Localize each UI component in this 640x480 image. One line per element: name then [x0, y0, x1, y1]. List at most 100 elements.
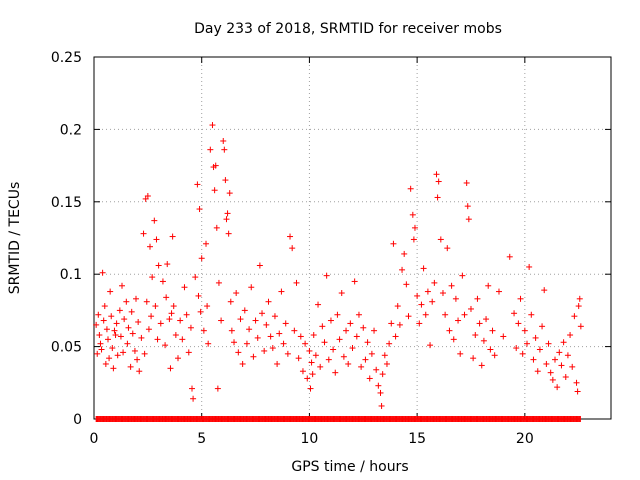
chart-title: Day 233 of 2018, SRMTID for receiver mob… [194, 21, 502, 37]
data-point [121, 316, 128, 323]
data-point [271, 313, 278, 320]
data-point [194, 181, 201, 188]
data-point [119, 282, 126, 289]
data-point [371, 327, 378, 334]
data-point [116, 307, 123, 314]
data-point [108, 313, 115, 320]
data-point [351, 278, 358, 285]
data-point [470, 355, 477, 362]
x-tick-label: 0 [90, 431, 99, 447]
data-point [444, 245, 451, 252]
data-point [467, 305, 474, 312]
data-point [243, 340, 250, 347]
x-tick-label: 20 [516, 431, 534, 447]
data-point [414, 292, 421, 299]
data-point [476, 320, 483, 327]
y-tick-label: 0.2 [60, 122, 82, 138]
data-point [144, 193, 151, 200]
data-point [204, 303, 211, 310]
data-point [269, 345, 276, 352]
data-point [254, 334, 261, 341]
data-point [309, 371, 316, 378]
data-point [551, 356, 558, 363]
data-point [203, 240, 210, 247]
data-point [536, 346, 543, 353]
data-point [189, 385, 196, 392]
data-point [304, 375, 311, 382]
data-point [152, 303, 159, 310]
data-point [306, 347, 313, 354]
data-point [211, 187, 218, 194]
data-point [366, 375, 373, 382]
data-point [120, 349, 127, 356]
data-point [291, 327, 298, 334]
data-point [256, 262, 263, 269]
data-point [407, 185, 414, 192]
data-point [556, 349, 563, 356]
data-point [418, 301, 425, 308]
data-point [495, 288, 502, 295]
data-point [433, 171, 440, 178]
data-point [225, 230, 232, 237]
data-point [355, 311, 362, 318]
data-point [323, 272, 330, 279]
data-point [141, 350, 148, 357]
data-point [463, 179, 470, 186]
data-point [123, 298, 130, 305]
data-point [362, 356, 369, 363]
data-point [437, 236, 444, 243]
data-point [327, 317, 334, 324]
data-point [181, 284, 188, 291]
data-point [274, 360, 281, 367]
data-point [368, 350, 375, 357]
data-point [113, 320, 120, 327]
x-tick-labels: 0 5 10 15 20 [90, 431, 534, 447]
data-point [405, 313, 412, 320]
data-point [302, 340, 309, 347]
data-point [155, 262, 162, 269]
data-point [140, 230, 147, 237]
data-point [259, 310, 266, 317]
data-point [399, 266, 406, 273]
data-point [107, 288, 114, 295]
data-point [526, 263, 533, 270]
data-point [543, 360, 550, 367]
data-point [439, 290, 446, 297]
data-point [195, 292, 202, 299]
data-point [431, 279, 438, 286]
data-point [452, 295, 459, 302]
x-axis-label: GPS time / hours [291, 459, 408, 475]
data-point [159, 278, 166, 285]
data-point [280, 340, 287, 347]
data-point [353, 333, 360, 340]
data-point [513, 345, 520, 352]
y-tick-label: 0.15 [51, 195, 82, 211]
data-point [315, 301, 322, 308]
data-point [157, 320, 164, 327]
data-point [252, 317, 259, 324]
data-point [554, 384, 561, 391]
data-point [167, 365, 174, 372]
x-tick-label: 10 [301, 431, 319, 447]
data-point [190, 395, 197, 402]
data-point [114, 352, 121, 359]
data-point [517, 295, 524, 302]
data-point [95, 311, 102, 318]
data-point [248, 284, 255, 291]
data-point [307, 385, 314, 392]
data-point [459, 272, 466, 279]
data-point [235, 349, 242, 356]
data-point [422, 311, 429, 318]
data-point [519, 350, 526, 357]
data-point [539, 323, 546, 330]
data-point [125, 324, 132, 331]
data-point [321, 339, 328, 346]
data-point [394, 303, 401, 310]
data-point [373, 366, 380, 373]
data-point [134, 356, 141, 363]
data-point [226, 190, 233, 197]
data-point [360, 324, 367, 331]
data-point [547, 369, 554, 376]
data-point [312, 352, 319, 359]
data-point [569, 363, 576, 370]
